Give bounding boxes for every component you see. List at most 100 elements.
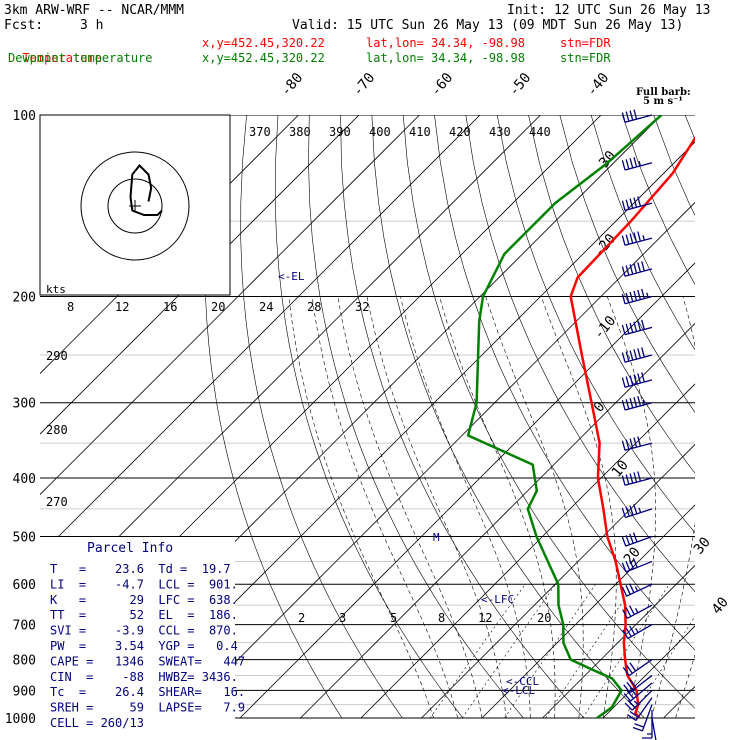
- wind-barb: [622, 604, 653, 619]
- moist-adiabat: [288, 296, 434, 719]
- isotherm: [421, 443, 695, 719]
- parcel-info-row: TT = 52 EL = 186.: [50, 608, 238, 622]
- dry-adiabat: [371, 115, 645, 719]
- isotherm: [481, 504, 695, 719]
- pressure-label-400: 400: [13, 472, 36, 487]
- level-marker: <-CCL: [506, 675, 539, 688]
- dry-adiabat: [716, 115, 740, 718]
- temperature-legend: Temperature: [8, 36, 101, 66]
- theta-e-label: 430: [489, 125, 511, 139]
- moist-adiabat: [606, 296, 656, 719]
- isotherm: [40, 115, 299, 375]
- dew-stn: stn=FDR: [560, 51, 611, 65]
- isotherm-label: 10: [609, 457, 632, 480]
- dry-adiabat: [434, 115, 695, 651]
- dry-adiabat: [402, 115, 695, 709]
- temp-stn: stn=FDR: [560, 36, 611, 50]
- moist-adiabat: [651, 296, 695, 719]
- dry-adiabat: [340, 115, 585, 719]
- dewpoint-profile: [466, 115, 663, 720]
- pressure-label-200: 200: [13, 291, 36, 306]
- wind-barb: [621, 261, 653, 277]
- wind-barb: [621, 231, 653, 246]
- isotherm-label: -60: [428, 70, 457, 100]
- theta-label: 280: [46, 423, 68, 437]
- mixing-ratio-label: 2: [298, 611, 305, 625]
- pressure-label-1000: 1000: [5, 712, 36, 727]
- theta-e-label: 420: [449, 125, 471, 139]
- level-marker: <-LCL: [502, 684, 535, 697]
- isotherm-label: 30: [691, 534, 714, 557]
- moist-adiabat: [675, 653, 695, 719]
- temperature-profile: [569, 136, 695, 719]
- wind-speed-label: 28: [307, 300, 321, 314]
- theta-e-label: 370: [249, 125, 271, 139]
- theta-e-label: 410: [409, 125, 431, 139]
- parcel-info-panel: Parcel Info T = 23.6 Td = 19.7LI = -4.7 L…: [50, 541, 245, 730]
- wind-barb: [624, 689, 653, 711]
- wind-barb: [621, 557, 653, 573]
- isotherm: [40, 115, 420, 496]
- moist-adiabat: [540, 296, 617, 719]
- wind-barb: [621, 471, 653, 486]
- isotherm: [724, 115, 740, 718]
- level-marker: <-LFC: [481, 593, 514, 606]
- wind-speed-label: 24: [259, 300, 273, 314]
- isotherm: [40, 115, 360, 435]
- moist-adiabat: [366, 296, 507, 719]
- parcel-info-row: K = 29 LFC = 638.: [50, 593, 238, 607]
- dry-adiabat: [308, 115, 524, 719]
- pressure-label-700: 700: [13, 619, 36, 634]
- dry-adiabat: [496, 115, 695, 534]
- wind-barb: [651, 717, 657, 740]
- pressure-label-600: 600: [13, 578, 36, 593]
- theta-e-label: 440: [529, 125, 551, 139]
- parcel-info-row: Tc = 26.4 SHEAR= 16.: [50, 685, 245, 699]
- hodograph-ring: [107, 178, 163, 234]
- dew-xy: x,y=452.45,320.22: [202, 51, 325, 65]
- temp-xy: x,y=452.45,320.22: [202, 36, 325, 50]
- hodograph: kts: [46, 151, 190, 296]
- wind-barbs: [621, 109, 657, 740]
- sounding-series: [466, 115, 695, 720]
- wind-speed-label: 16: [163, 300, 177, 314]
- mixing-ratio-label: 8: [438, 611, 445, 625]
- wind-barb: [627, 697, 653, 722]
- level-marker: <-EL: [278, 270, 305, 283]
- level-markers: <-EL <-LFC <-CCL<-LCL M: [278, 270, 539, 697]
- isotherm: [179, 201, 695, 719]
- dry-adiabat: [204, 115, 343, 719]
- wind-barb: [621, 196, 653, 212]
- wind-barb: [623, 674, 653, 694]
- isotherm-label: 20: [621, 544, 644, 567]
- parcel-info-row: SREH = 59 LAPSE= 7.9: [50, 701, 245, 715]
- dew-latlon: lat,lon= 34.34, -98.98: [366, 51, 525, 65]
- wind-barb: [621, 319, 653, 336]
- wind-speed-label: 20: [211, 300, 225, 314]
- mixing-ratio-line: [429, 584, 526, 719]
- wind-barb: [621, 396, 653, 411]
- wind-speed-label: 32: [355, 300, 369, 314]
- moist-adiabat: [700, 297, 740, 719]
- freezing-level-marker: M: [433, 531, 440, 544]
- pressure-label-100: 100: [13, 109, 36, 124]
- wind-speed-label: 12: [115, 300, 129, 314]
- dry-adiabat: [274, 115, 464, 719]
- moist-adiabat: [400, 296, 531, 719]
- isotherm: [542, 564, 695, 719]
- theta-label: 290: [46, 349, 68, 363]
- moist-adiabat: [485, 296, 584, 719]
- wind-barb: [623, 682, 653, 702]
- model-title: 3km ARW-WRF -- NCAR/MMM: [4, 3, 185, 18]
- isotherm: [300, 322, 695, 719]
- hodograph-trace: [129, 164, 163, 216]
- parcel-info-row: SVI = -3.9 CCL = 870.: [50, 624, 238, 638]
- isotherm-label: -80: [278, 70, 307, 100]
- isotherm-label: -70: [350, 70, 379, 100]
- parcel-info-row: CAPE = 1346 SWEAT= 447: [50, 654, 245, 668]
- parcel-info-row: LI = -4.7 LCL = 901.: [50, 577, 238, 591]
- dry-adiabat: [465, 115, 695, 593]
- mixing-ratio-label: 3: [339, 611, 346, 625]
- mixing-ratio-label: 5: [390, 611, 397, 625]
